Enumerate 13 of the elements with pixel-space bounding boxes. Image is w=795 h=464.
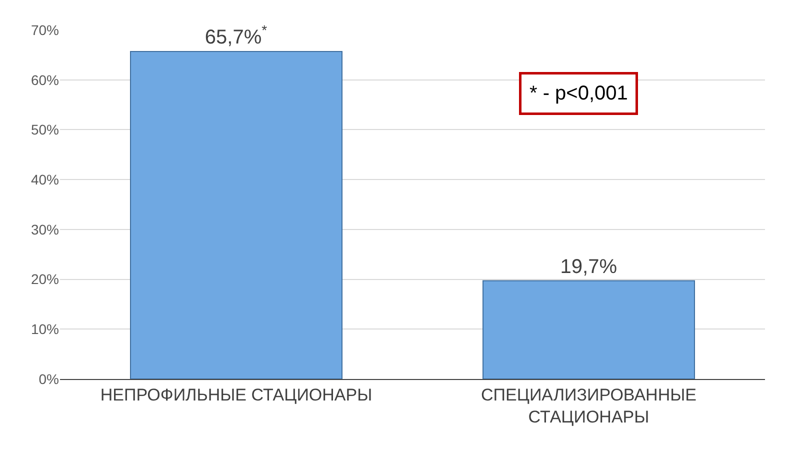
y-tick-label: 50% <box>30 122 59 138</box>
y-tick-label: 40% <box>30 171 59 188</box>
y-tick-label: 60% <box>30 72 59 88</box>
y-tick-label: 20% <box>30 271 59 288</box>
y-tick-label: 70% <box>30 22 59 38</box>
y-tick-label: 0% <box>38 370 59 387</box>
x-tick-label: СПЕЦИАЛИЗИРОВАННЫЕ СТАЦИОНАРЫ <box>481 385 696 426</box>
annotation: * - p<0,001 <box>530 82 628 104</box>
data-label: 65,7%$^{*}$ <box>204 22 268 48</box>
y-tick-label: 10% <box>30 321 59 338</box>
y-tick-label: 30% <box>30 221 59 238</box>
x-tick-label: НЕПРОФИЛЬНЫЕ СТАЦИОНАРЫ <box>100 385 372 404</box>
data-label: 19,7% <box>560 256 618 278</box>
